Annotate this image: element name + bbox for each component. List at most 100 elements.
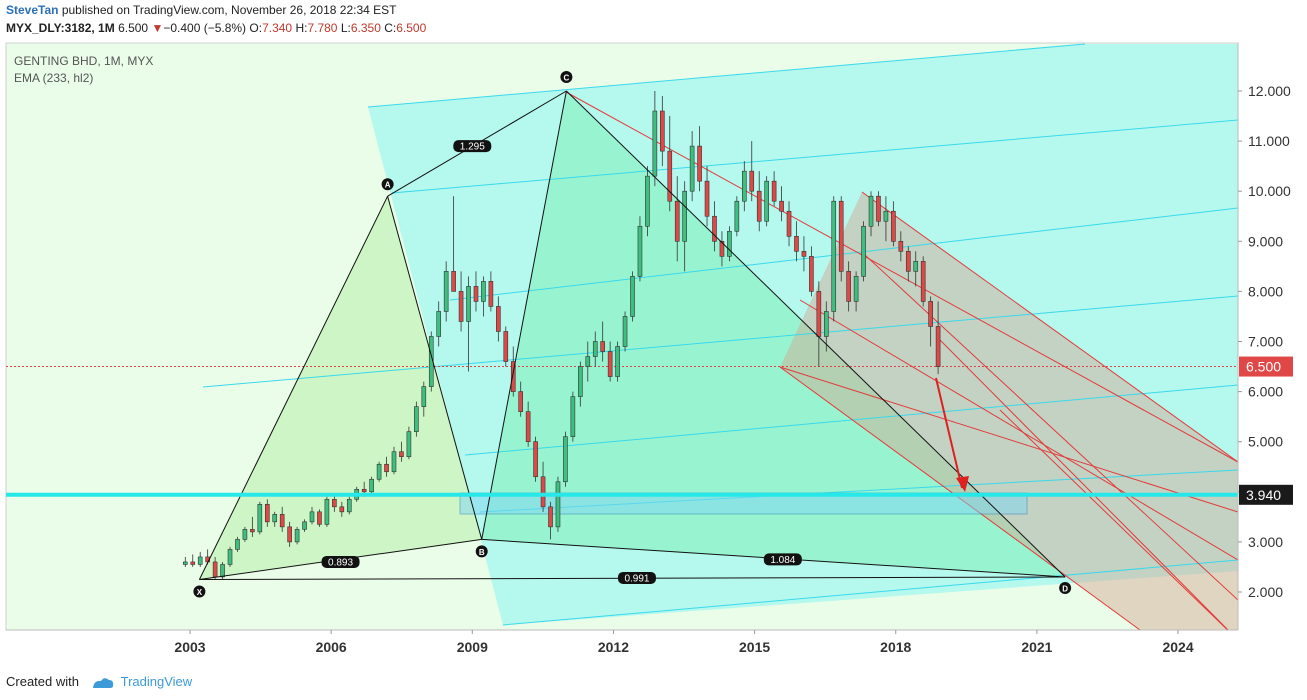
bcd-triangle [481,91,1066,577]
red-channel-line [861,191,1238,463]
candle-body [317,511,322,525]
candle-body [540,476,546,508]
candle-body [622,316,628,347]
candle-body [279,514,285,528]
footer: Created with TradingView [6,674,192,690]
candle-body [309,511,315,523]
ema-legend: EMA (233, hl2) [14,71,93,85]
price-axis[interactable]: 2.0003.0004.0005.0006.0007.0008.0009.000… [1238,83,1293,600]
candle-body [660,110,665,152]
candle-body [831,200,837,312]
y-tick-label: 3.000 [1248,534,1283,550]
tradingview-logo-icon [92,677,113,688]
ratio-label: 1.295 [460,142,485,153]
ratio-badge [763,553,802,566]
candle-body [615,346,620,377]
candle-body [414,406,419,432]
candle-body [384,463,389,473]
support-level-tag [1239,484,1293,505]
ratio-badge [321,555,360,568]
author-name[interactable]: SteveTan [6,3,59,17]
candle-body [481,281,486,302]
pitchfork-line [449,207,1238,301]
candle-body [712,215,717,242]
red-channel-line [779,366,1238,513]
candle-body [838,200,844,272]
candle-body [406,431,412,458]
y-tick-label: 11.000 [1248,133,1290,149]
y-tick-label: 2.000 [1248,584,1283,600]
harmonic-leg [198,195,389,580]
tradingview-link[interactable]: TradingView [120,674,193,689]
candle-body [436,311,442,337]
x-tick-label: 2006 [316,639,347,655]
red-channel-line [799,299,1238,561]
candle-body [212,561,218,578]
candle-body [361,488,367,493]
projection-arrow [935,377,963,489]
candle-body [399,451,404,458]
candle-body [868,195,874,227]
candle-body [809,256,814,292]
candle-body [816,291,822,337]
candle-body [496,306,501,332]
candle-body [794,235,799,252]
candle-body [346,499,352,513]
point-marker [475,545,488,558]
publish-header: SteveTan published on TradingView.com, N… [6,2,396,19]
candle-body [578,366,583,397]
y-tick-label: 9.000 [1248,233,1283,249]
pitchfork-line [367,43,1086,108]
candle-body [518,391,524,412]
candle-body [510,361,516,392]
y-tick-label: 5.000 [1248,434,1283,450]
candle-body [182,561,188,565]
symbol-label: MYX_DLY:3182, 1M [6,21,115,35]
candle-body [898,241,904,252]
down-arrow-icon: ▼ [151,21,164,35]
x-tick-label: 2021 [1021,639,1052,655]
candle-body [704,180,710,217]
candle-body [190,561,196,565]
ratio-badge [453,140,492,153]
red-channel-line [864,254,1238,601]
candle-body [257,504,263,533]
x-tick-label: 2009 [457,639,488,655]
x-tick-label: 2018 [880,639,911,655]
point-marker [193,585,206,598]
y-tick-label: 7.000 [1248,334,1283,350]
point-label: B [479,548,485,557]
change-value: −0.400 (−5.8%) [163,21,247,35]
time-axis[interactable]: 2003 2006 2009 2012 2015 2018 2021 2024 [174,630,1194,655]
candle-body [861,225,866,277]
candle-body [451,271,456,292]
support-level-tag-label: 3.940 [1246,487,1281,503]
candle-body [458,291,464,322]
point-marker [1059,581,1072,594]
y-tick-label: 10.000 [1248,183,1291,199]
chart-title: GENTING BHD, 1M, MYX [14,54,153,68]
last-price-tag-label: 6.500 [1246,359,1281,375]
candle-body [742,170,747,202]
candle-body [369,478,374,493]
ratio-badge [617,571,656,584]
high-label: H: [295,21,308,35]
pitchfork-line [202,295,1238,388]
created-with-label: Created with [6,674,79,689]
pitchfork-line [464,384,1238,456]
candle-body [563,436,568,483]
low-value: 6.350 [350,21,381,35]
candle-body [264,504,270,523]
y-tick-label: 12.000 [1248,83,1291,99]
candle-body [689,145,695,192]
candle-body [779,200,784,212]
candle-body [220,564,225,578]
open-label: O: [249,21,263,35]
candle-body [764,180,769,222]
candle-body [548,506,553,528]
y-tick-label: 6.000 [1248,384,1283,400]
publish-info: published on TradingView.com, November 2… [61,3,397,17]
close-label: C: [384,21,397,35]
high-value: 7.780 [307,21,338,35]
